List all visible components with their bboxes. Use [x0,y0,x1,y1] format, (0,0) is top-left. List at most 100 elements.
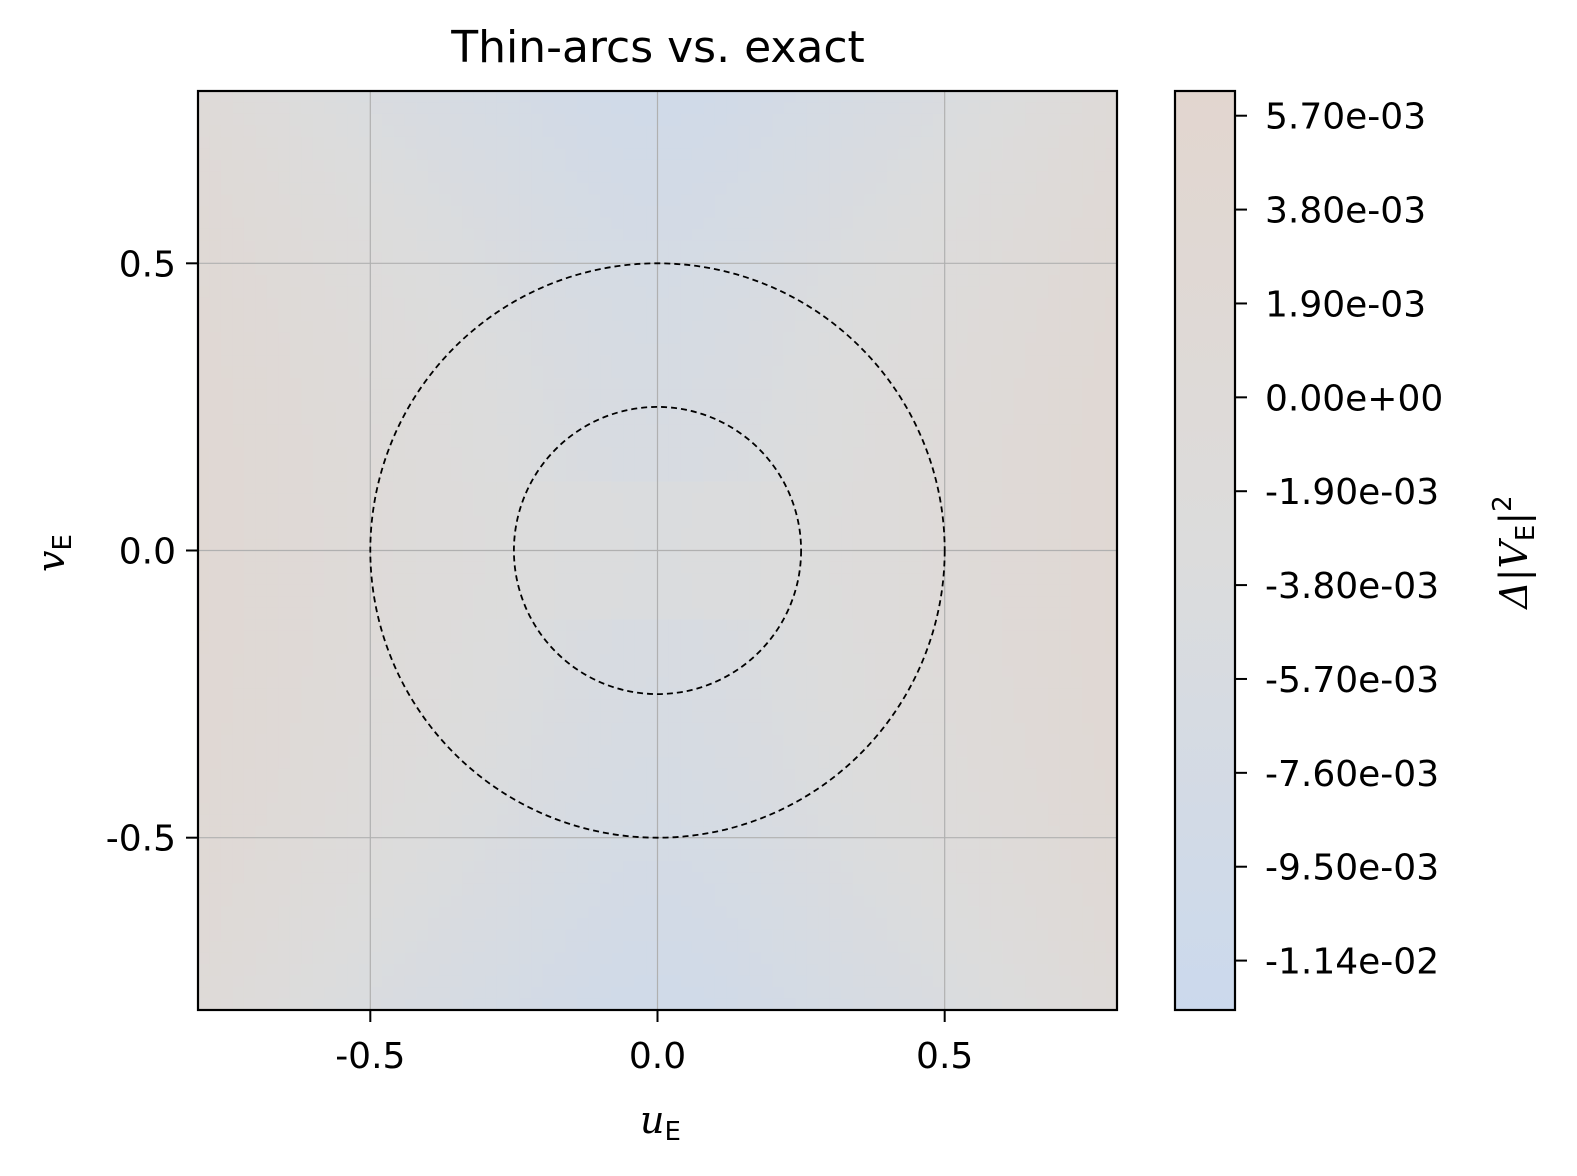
heatmap-cell [496,286,509,299]
heatmap-cell [255,906,268,919]
heatmap-cell [496,91,509,104]
heatmap-cell [829,964,842,977]
heatmap-cell [898,826,911,839]
heatmap-cell [623,998,636,1010]
heatmap-cell [657,561,670,575]
heatmap-cell [266,182,280,195]
heatmap-cell [818,539,831,552]
heatmap-cell [783,516,796,529]
heatmap-cell [324,998,337,1010]
heatmap-cell [841,780,854,793]
heatmap-cell [818,883,831,896]
heatmap-cell [623,987,636,1000]
heatmap-cell [657,849,670,862]
heatmap-cell [347,929,360,942]
heatmap-cell [519,803,532,816]
heatmap-cell [198,355,211,368]
heatmap-cell [381,182,394,195]
heatmap-cell [485,125,498,138]
heatmap-cell [680,561,693,575]
heatmap-cell [370,561,383,575]
heatmap-cell [266,102,280,115]
heatmap-cell [577,470,590,483]
heatmap-cell [335,148,348,161]
heatmap-cell [600,516,613,529]
heatmap-cell [749,159,762,173]
heatmap-cell [255,561,268,575]
heatmap-cell [243,424,257,437]
heatmap-cell [209,757,222,770]
heatmap-cell [634,286,647,299]
heatmap-cell [554,653,567,666]
heatmap-cell [370,136,383,150]
heatmap-cell [289,274,302,287]
heatmap-cell [255,401,268,414]
heatmap-cell [232,987,245,1000]
heatmap-cell [531,493,544,506]
heatmap-cell [404,722,417,735]
heatmap-cell [795,757,808,770]
heatmap-cell [542,389,555,402]
heatmap-cell [404,401,417,414]
heatmap-cell [760,768,773,781]
heatmap-cell [404,676,417,689]
heatmap-cell [220,240,234,253]
heatmap-cell [726,711,739,724]
heatmap-cell [806,366,819,379]
heatmap-cell [301,596,314,609]
heatmap-cell [634,458,647,471]
heatmap [198,91,1117,1010]
heatmap-cell [737,251,750,264]
heatmap-cell [232,113,245,127]
heatmap-cell [416,182,429,195]
heatmap-cell [634,343,647,356]
heatmap-cell [657,159,670,173]
heatmap-cell [806,504,819,517]
heatmap-cell [898,653,911,666]
heatmap-cell [623,447,636,460]
heatmap-cell [864,366,877,379]
heatmap-cell [623,906,636,919]
heatmap-cell [198,757,211,770]
heatmap-cell [485,228,498,241]
heatmap-cell [841,355,854,368]
heatmap-cell [818,435,831,448]
heatmap-cell [439,975,452,988]
heatmap-cell [864,194,877,207]
heatmap-cell [358,596,371,609]
heatmap-cell [600,297,613,310]
heatmap-cell [427,458,440,471]
heatmap-cell [198,113,211,127]
heatmap-cell [266,745,280,758]
heatmap-cell [588,171,601,184]
heatmap-cell [737,447,750,460]
heatmap-cell [760,630,773,643]
heatmap-cell [335,366,348,379]
heatmap-cell [623,125,636,138]
heatmap-cell [289,987,302,1000]
heatmap-cell [623,355,636,368]
heatmap-cell [588,550,601,563]
heatmap-cell [554,159,567,173]
heatmap-cell [335,573,348,586]
heatmap-cell [852,251,865,264]
heatmap-cell [852,803,865,816]
heatmap-cell [554,596,567,609]
heatmap-cell [324,148,337,161]
heatmap-cell [657,619,670,632]
heatmap-cell [335,596,348,609]
heatmap-cell [404,975,417,988]
heatmap-cell [887,872,900,885]
heatmap-cell [232,676,245,689]
heatmap-cell [416,274,429,287]
heatmap-cell [301,113,314,127]
heatmap-cell [783,113,796,127]
heatmap-cell [646,332,659,345]
heatmap-cell [393,918,406,931]
heatmap-cell [439,539,452,552]
heatmap-cell [898,481,911,494]
heatmap-cell [347,757,360,770]
heatmap-cell [657,722,670,735]
heatmap-cell [232,768,245,781]
heatmap-cell [783,194,796,207]
